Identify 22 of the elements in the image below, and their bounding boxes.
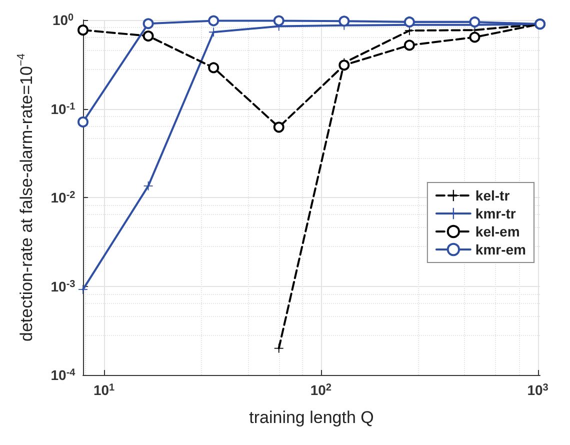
point [469, 16, 480, 28]
point [469, 32, 480, 43]
point [273, 122, 284, 133]
legend-label: kmr-em [475, 242, 526, 258]
y-axis-title: detection-rate at false-alarm-rate=10−4 [16, 54, 36, 342]
point [209, 28, 218, 37]
point [78, 116, 88, 128]
point [404, 40, 415, 51]
point [273, 15, 284, 26]
point [338, 60, 350, 71]
point [142, 30, 154, 42]
x-axis-title: training length Q [249, 408, 374, 427]
legend-label: kel-tr [475, 188, 510, 204]
legend-label: kel-em [475, 224, 520, 240]
legend-label: kmr-tr [475, 206, 516, 222]
point [404, 16, 415, 28]
point [78, 284, 88, 294]
point [208, 15, 220, 26]
point [142, 18, 154, 30]
point [338, 16, 350, 27]
point [208, 62, 220, 74]
point [78, 24, 88, 36]
